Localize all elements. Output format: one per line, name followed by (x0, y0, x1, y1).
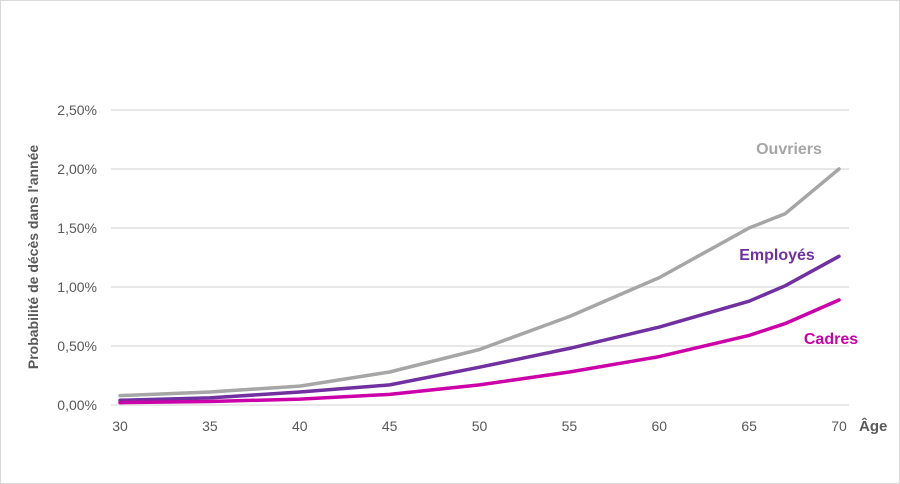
y-axis-label: Probabilité de décès dans l'année (25, 145, 41, 370)
series-label: Employés (739, 247, 815, 264)
series-line-ouvriers (118, 167, 841, 398)
x-tick-label: 45 (382, 418, 398, 434)
x-tick-label: 40 (292, 418, 308, 434)
y-tick-label: 0,50% (57, 338, 97, 354)
y-tick-label: 0,00% (57, 397, 97, 413)
series-label: Cadres (804, 331, 858, 348)
y-tick-label: 1,50% (57, 220, 97, 236)
y-tick-label: 1,00% (57, 279, 97, 295)
y-tick-label: 2,00% (57, 161, 97, 177)
series-line-employés (118, 254, 841, 403)
y-tick-label: 2,50% (57, 102, 97, 118)
x-tick-label: 70 (831, 418, 847, 434)
x-tick-label: 55 (562, 418, 578, 434)
x-tick-label: 60 (651, 418, 667, 434)
x-tick-label: 65 (741, 418, 757, 434)
x-tick-label: 35 (202, 418, 218, 434)
x-tick-label: 30 (112, 418, 128, 434)
series-line-cadres (118, 298, 841, 405)
series-label: Ouvriers (756, 141, 822, 158)
x-axis-label: Âge (859, 417, 887, 435)
x-tick-label: 50 (472, 418, 488, 434)
